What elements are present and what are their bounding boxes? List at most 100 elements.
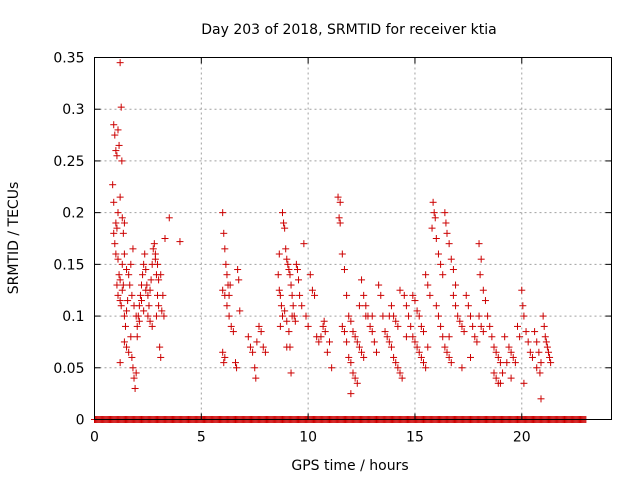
data-point: [117, 302, 125, 310]
data-point: [114, 126, 122, 134]
data-point: [125, 271, 133, 279]
data-point: [252, 374, 260, 382]
data-point: [362, 312, 370, 320]
data-point: [285, 266, 293, 274]
data-point: [259, 343, 267, 351]
data-point: [415, 312, 423, 320]
data-point: [507, 374, 515, 382]
data-point: [516, 333, 524, 341]
y-tick-label: 0.15: [53, 257, 84, 273]
x-axis-label: GPS time / hours: [291, 458, 408, 474]
data-point: [114, 209, 122, 217]
data-point: [115, 271, 123, 279]
data-point: [355, 302, 363, 310]
data-point: [328, 364, 336, 372]
data-point: [509, 353, 517, 361]
data-point: [291, 317, 299, 325]
data-point: [370, 338, 378, 346]
data-point: [227, 322, 235, 330]
x-tick-label: 20: [513, 430, 531, 446]
data-point: [119, 281, 127, 289]
data-point: [142, 286, 150, 294]
data-point: [409, 333, 417, 341]
data-point: [139, 271, 147, 279]
y-tick-label: 0.1: [62, 309, 84, 325]
data-point: [456, 317, 464, 325]
data-point: [112, 147, 120, 155]
data-point: [114, 291, 122, 299]
data-point: [452, 302, 460, 310]
data-point: [477, 255, 485, 263]
data-point: [283, 343, 291, 351]
data-point: [112, 250, 120, 258]
data-point: [366, 322, 374, 330]
y-tick-label: 0.35: [53, 51, 84, 67]
data-point: [144, 291, 152, 299]
data-point: [223, 302, 231, 310]
data-point: [135, 317, 143, 325]
data-point: [536, 369, 544, 377]
data-point: [129, 245, 137, 253]
data-point: [156, 343, 164, 351]
data-point: [302, 312, 310, 320]
data-point: [282, 245, 290, 253]
data-point: [445, 333, 453, 341]
data-point: [475, 312, 483, 320]
x-tick-label: 5: [197, 430, 206, 446]
data-point: [130, 302, 138, 310]
data-point: [387, 343, 395, 351]
data-point: [275, 250, 283, 258]
data-point: [223, 271, 231, 279]
data-point: [116, 359, 124, 367]
data-point: [118, 157, 126, 165]
x-tick-label: 15: [406, 430, 424, 446]
data-point: [289, 302, 297, 310]
data-point: [132, 369, 140, 377]
data-point: [537, 395, 545, 403]
data-point: [155, 302, 163, 310]
data-point: [420, 359, 427, 367]
data-point: [225, 312, 233, 320]
data-point: [119, 229, 127, 237]
data-point: [155, 276, 163, 284]
data-point: [158, 307, 166, 315]
data-point: [225, 291, 233, 299]
data-point: [477, 322, 485, 330]
data-point: [537, 359, 545, 367]
data-point: [288, 291, 296, 299]
data-point: [542, 338, 550, 346]
data-point: [219, 209, 227, 217]
data-point: [360, 291, 368, 299]
data-point: [281, 224, 289, 232]
data-point: [533, 338, 541, 346]
data-point: [503, 359, 511, 367]
data-point: [149, 245, 157, 253]
data-point: [287, 281, 295, 289]
data-point: [257, 328, 265, 336]
data-point: [336, 219, 344, 227]
data-point: [385, 338, 393, 346]
data-point: [123, 307, 131, 315]
data-point: [432, 235, 440, 242]
data-point: [431, 214, 439, 222]
data-point: [147, 276, 155, 284]
data-point: [221, 353, 229, 361]
data-point: [229, 328, 237, 336]
data-point: [411, 338, 419, 346]
data-point: [123, 266, 131, 274]
data-point: [547, 359, 555, 367]
data-point: [454, 312, 462, 320]
data-point: [467, 353, 474, 361]
data-point: [383, 333, 391, 341]
data-point: [288, 312, 296, 320]
data-point: [120, 338, 128, 346]
data-point: [479, 328, 487, 336]
data-point: [109, 181, 117, 189]
data-point: [249, 348, 257, 356]
data-point: [116, 297, 124, 305]
data-point: [128, 291, 136, 299]
data-point: [150, 240, 158, 248]
data-point: [176, 238, 184, 246]
data-point: [505, 343, 513, 351]
data-point: [531, 328, 539, 336]
